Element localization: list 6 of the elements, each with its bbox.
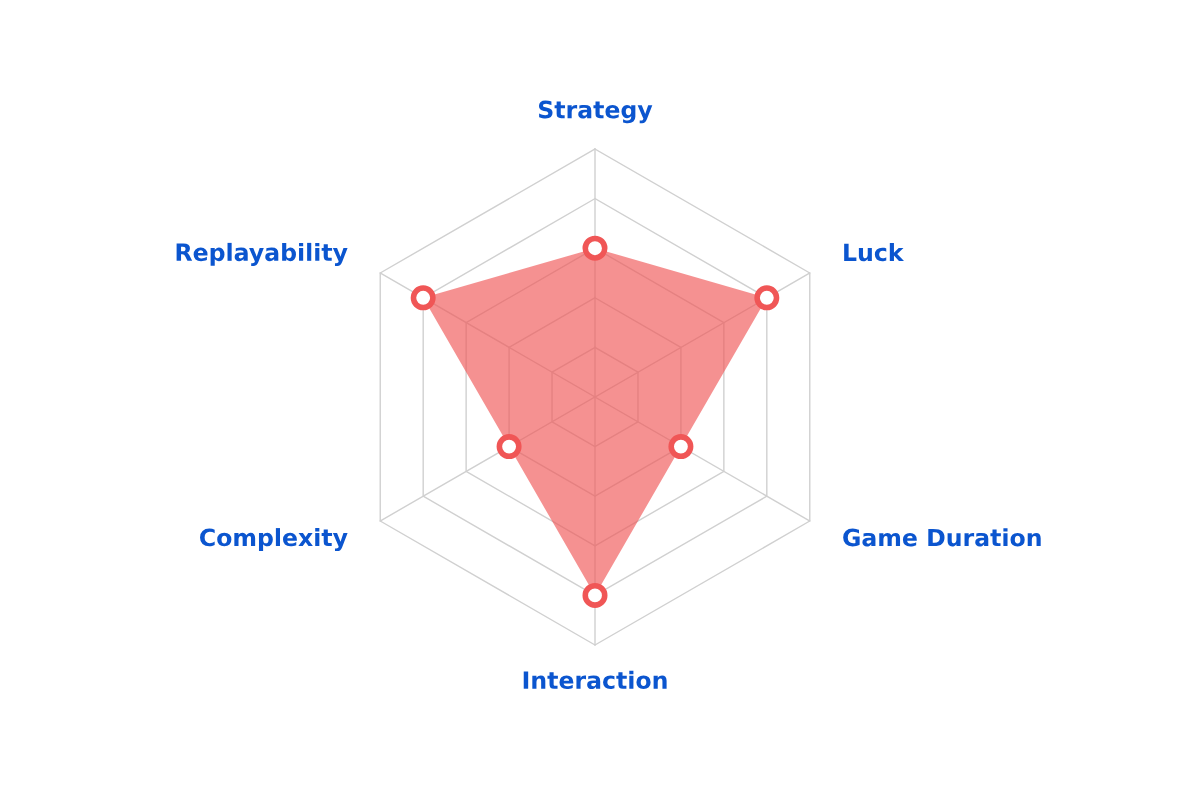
spoke-label: Strategy <box>538 100 653 124</box>
spoke-label: Game Duration <box>843 528 1041 547</box>
spoke-label: Interaction <box>523 670 667 690</box>
spoke-label: Complexity <box>200 528 348 552</box>
spoke-label: Replayability <box>176 242 348 266</box>
spoke-label: Luck <box>844 242 904 262</box>
